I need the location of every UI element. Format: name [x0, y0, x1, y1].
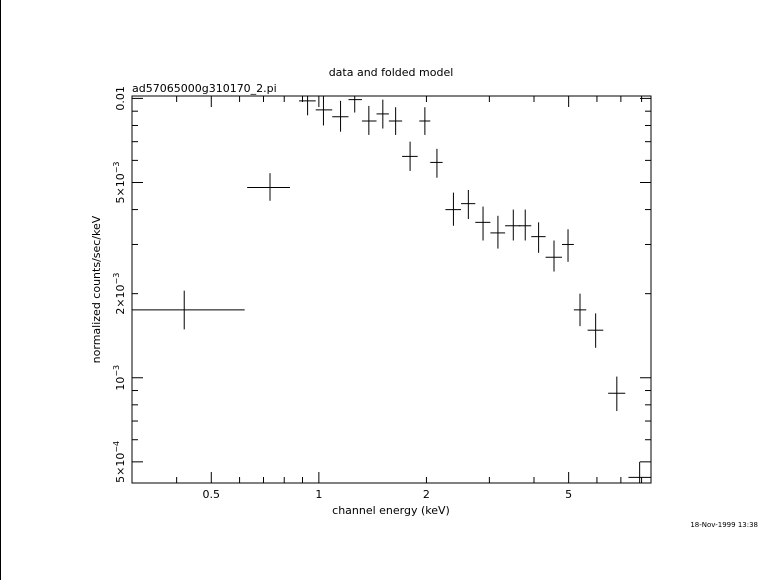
y-tick-exponent: −3 [112, 273, 121, 285]
data-point [490, 215, 506, 249]
x-tick-label: 0.5 [203, 488, 221, 501]
data-point [475, 206, 491, 241]
y-tick-label: 10−3 [112, 365, 127, 391]
y-tick-base: 5×10 [114, 453, 127, 483]
x-tick-labels: 0.5 1 2 5 [203, 488, 573, 501]
plot-frame [131, 95, 652, 484]
y-tick-labels: 0.015×10−32×10−310−35×10−4 [112, 86, 127, 483]
y-tick-exponent: −4 [112, 441, 121, 453]
data-point [531, 222, 546, 253]
data-point [332, 100, 349, 132]
data-point [419, 107, 431, 135]
axis-ticks [131, 96, 651, 483]
data-point [587, 313, 604, 348]
data-point [628, 461, 651, 483]
data-point [361, 105, 377, 135]
y-tick-base: 0.01 [114, 86, 127, 111]
data-point [545, 240, 562, 272]
x-axis-label: channel energy (keV) [332, 504, 450, 517]
data-point [376, 99, 389, 129]
chart-title: data and folded model [329, 66, 454, 79]
data-point [461, 190, 476, 220]
data-point [505, 209, 521, 241]
data-point [402, 141, 418, 171]
chart-subtitle: ad57065000g310170_2.pi [132, 82, 277, 95]
x-tick-label: 5 [565, 488, 572, 501]
y-tick-base: 2×10 [114, 284, 127, 314]
y-tick-exponent: −3 [112, 365, 121, 377]
data-point [299, 96, 316, 116]
data-point [247, 173, 290, 201]
data-point [573, 293, 587, 327]
data-point [388, 107, 403, 135]
y-tick-base: 10 [114, 377, 127, 391]
data-point [608, 376, 626, 412]
y-tick-exponent: −3 [112, 161, 121, 173]
y-tick-label: 5×10−3 [112, 161, 127, 203]
timestamp: 18-Nov-1999 13:38 [690, 521, 758, 529]
y-tick-label: 5×10−4 [112, 441, 127, 483]
y-axis-label: normalized counts/sec/keV [90, 215, 103, 363]
data-point [561, 229, 574, 262]
x-tick-label: 1 [315, 488, 322, 501]
data-point [132, 290, 245, 330]
y-tick-base: 5×10 [114, 173, 127, 203]
data-points [132, 96, 651, 483]
x-tick-label: 2 [423, 488, 430, 501]
y-tick-label: 0.01 [114, 86, 127, 111]
data-point [518, 209, 532, 241]
data-point [430, 148, 443, 178]
data-point [315, 96, 333, 126]
y-tick-label: 2×10−3 [112, 273, 127, 315]
data-point [348, 96, 362, 113]
data-point [445, 192, 462, 226]
